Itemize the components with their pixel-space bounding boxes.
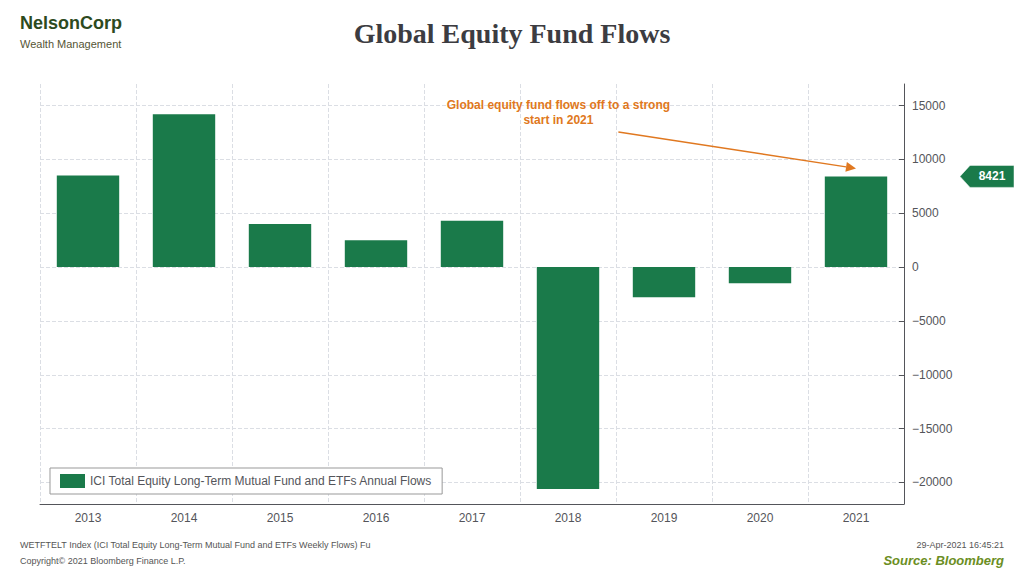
svg-text:29-Apr-2021 16:45:21: 29-Apr-2021 16:45:21 xyxy=(916,540,1004,550)
svg-text:NelsonCorp: NelsonCorp xyxy=(20,13,122,33)
svg-text:WETFTELT Index (ICI Total Equi: WETFTELT Index (ICI Total Equity Long-Te… xyxy=(20,540,370,550)
svg-text:2015: 2015 xyxy=(267,511,294,525)
svg-text:2017: 2017 xyxy=(459,511,486,525)
svg-text:2014: 2014 xyxy=(171,511,198,525)
svg-text:2020: 2020 xyxy=(747,511,774,525)
svg-text:−15000: −15000 xyxy=(912,422,953,436)
svg-text:−20000: −20000 xyxy=(912,475,953,489)
svg-text:ICI Total Equity Long-Term Mut: ICI Total Equity Long-Term Mutual Fund a… xyxy=(90,474,431,488)
svg-text:5000: 5000 xyxy=(912,206,939,220)
svg-text:10000: 10000 xyxy=(912,152,946,166)
svg-text:15000: 15000 xyxy=(912,99,946,113)
svg-text:0: 0 xyxy=(912,260,919,274)
svg-text:−10000: −10000 xyxy=(912,368,953,382)
svg-text:Wealth Management: Wealth Management xyxy=(20,38,121,50)
svg-text:2013: 2013 xyxy=(75,511,102,525)
svg-text:2019: 2019 xyxy=(651,511,678,525)
svg-text:Copyright© 2021 Bloomberg Fina: Copyright© 2021 Bloomberg Finance L.P. xyxy=(20,556,186,566)
svg-text:−5000: −5000 xyxy=(912,314,946,328)
svg-text:Global Equity Fund Flows: Global Equity Fund Flows xyxy=(354,18,671,49)
svg-text:start in 2021: start in 2021 xyxy=(523,113,593,127)
svg-text:Global equity fund flows off t: Global equity fund flows off to a strong xyxy=(447,98,670,112)
svg-text:8421: 8421 xyxy=(979,169,1006,183)
svg-text:Source: Bloomberg: Source: Bloomberg xyxy=(883,553,1004,568)
svg-text:2016: 2016 xyxy=(363,511,390,525)
svg-text:2018: 2018 xyxy=(555,511,582,525)
svg-text:2021: 2021 xyxy=(843,511,870,525)
